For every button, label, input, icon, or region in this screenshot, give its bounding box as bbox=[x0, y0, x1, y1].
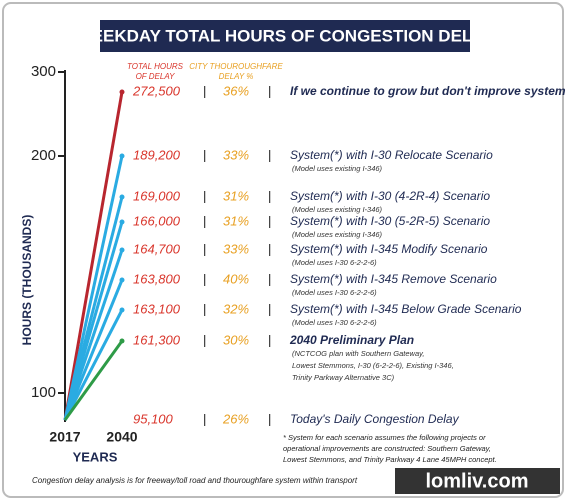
footnote: operational improvements are constructed… bbox=[283, 444, 491, 453]
divider: | bbox=[203, 301, 206, 316]
hours-header: TOTAL HOURS bbox=[127, 62, 184, 71]
end-point bbox=[119, 219, 125, 225]
divider: | bbox=[203, 188, 206, 203]
hours-label: 163,800 bbox=[133, 271, 181, 286]
hours-label: 161,300 bbox=[133, 332, 181, 347]
divider: | bbox=[268, 188, 271, 203]
scenario-note: (Model uses I-30 6-2-2-6) bbox=[292, 318, 377, 327]
scenario: System(*) with I-345 Modify Scenario bbox=[290, 242, 488, 256]
x-tick-label: 2040 bbox=[106, 429, 137, 445]
y-tick-label: 200 bbox=[31, 147, 56, 164]
scenario-note: (Model uses existing I-346) bbox=[292, 230, 383, 239]
scenario: If we continue to grow but don't improve… bbox=[290, 84, 566, 98]
scenario: Today's Daily Congestion Delay bbox=[290, 412, 460, 426]
pct-label: 33% bbox=[223, 147, 249, 162]
pct-label: 31% bbox=[223, 188, 249, 203]
scenario-note: (Model uses existing I-346) bbox=[292, 205, 383, 214]
delay-line bbox=[63, 155, 124, 421]
hours-label: 272,500 bbox=[132, 83, 181, 98]
watermark-box bbox=[395, 468, 560, 494]
pct-label: 33% bbox=[223, 241, 249, 256]
y-tick-label: 100 bbox=[31, 384, 56, 401]
pct-label: 32% bbox=[223, 301, 249, 316]
pct-label: 31% bbox=[223, 213, 249, 228]
watermark: lomliv.com bbox=[426, 470, 529, 492]
delay-line bbox=[63, 91, 124, 421]
chart-title: WEEKDAY TOTAL HOURS OF CONGESTION DELAY bbox=[76, 26, 495, 45]
hours-label: 189,200 bbox=[133, 147, 181, 162]
pct-label: 40% bbox=[223, 271, 249, 286]
scenario: System(*) with I-30 (4-2R-4) Scenario bbox=[290, 189, 490, 203]
end-point bbox=[119, 307, 125, 313]
bottom-note: Congestion delay analysis is for freeway… bbox=[32, 476, 358, 485]
divider: | bbox=[203, 241, 206, 256]
scenario-note: (Model uses I-30 6-2-2-6) bbox=[292, 288, 377, 297]
divider: | bbox=[268, 411, 271, 426]
end-point bbox=[119, 153, 125, 159]
delay-line bbox=[63, 309, 124, 421]
footnote: Lowest Stemmons, and Trinity Parkway 4 L… bbox=[283, 455, 497, 464]
end-point bbox=[119, 338, 125, 344]
scenario: System(*) with I-345 Below Grade Scenari… bbox=[290, 302, 522, 316]
delay-line bbox=[63, 279, 124, 421]
scenario-note: (Model uses existing I-346) bbox=[292, 164, 383, 173]
scenario: System(*) with I-345 Remove Scenario bbox=[290, 272, 497, 286]
scenario-note: Trinity Parkway Alternative 3C) bbox=[292, 373, 395, 382]
y-axis-label: HOURS (THOUSANDS) bbox=[20, 215, 34, 346]
divider: | bbox=[268, 83, 271, 98]
hours-label: 163,100 bbox=[133, 301, 181, 316]
divider: | bbox=[203, 411, 206, 426]
pct-label: 26% bbox=[222, 411, 249, 426]
hours-label: 95,100 bbox=[133, 411, 174, 426]
delay-line bbox=[63, 340, 124, 421]
divider: | bbox=[268, 213, 271, 228]
divider: | bbox=[203, 213, 206, 228]
y-tick-label: 300 bbox=[31, 63, 56, 80]
scenario: System(*) with I-30 Relocate Scenario bbox=[290, 148, 493, 162]
divider: | bbox=[268, 241, 271, 256]
x-axis-label: YEARS bbox=[73, 449, 118, 464]
divider: | bbox=[203, 147, 206, 162]
end-point bbox=[119, 194, 125, 200]
scenario-note: (NCTCOG plan with Southern Gateway, bbox=[292, 349, 424, 358]
pct-label: 36% bbox=[223, 83, 249, 98]
divider: | bbox=[268, 301, 271, 316]
divider: | bbox=[203, 83, 206, 98]
delay-line bbox=[63, 249, 124, 421]
hours-label: 164,700 bbox=[133, 241, 181, 256]
title-banner bbox=[100, 20, 470, 52]
divider: | bbox=[203, 332, 206, 347]
hours-label: 169,000 bbox=[133, 188, 181, 203]
pct-header: CITY THOUROUGHFARE bbox=[189, 62, 283, 71]
divider: | bbox=[268, 332, 271, 347]
divider: | bbox=[203, 271, 206, 286]
scenario: System(*) with I-30 (5-2R-5) Scenario bbox=[290, 214, 490, 228]
divider: | bbox=[268, 271, 271, 286]
pct-header: DELAY % bbox=[219, 72, 254, 81]
end-point bbox=[119, 277, 125, 283]
pct-label: 30% bbox=[223, 332, 249, 347]
scenario: 2040 Preliminary Plan bbox=[289, 333, 414, 347]
scenario-note: Lowest Stemmons, I-30 (6-2-2-6), Existin… bbox=[292, 361, 454, 370]
divider: | bbox=[268, 147, 271, 162]
x-tick-label: 2017 bbox=[49, 429, 80, 445]
scenario-note: (Model uses I-30 6-2-2-6) bbox=[292, 258, 377, 267]
end-point bbox=[119, 247, 125, 253]
hours-header: OF DELAY bbox=[136, 72, 175, 81]
footnote: * System for each scenario assumes the f… bbox=[283, 433, 486, 442]
hours-label: 166,000 bbox=[133, 213, 181, 228]
end-point bbox=[119, 89, 125, 95]
